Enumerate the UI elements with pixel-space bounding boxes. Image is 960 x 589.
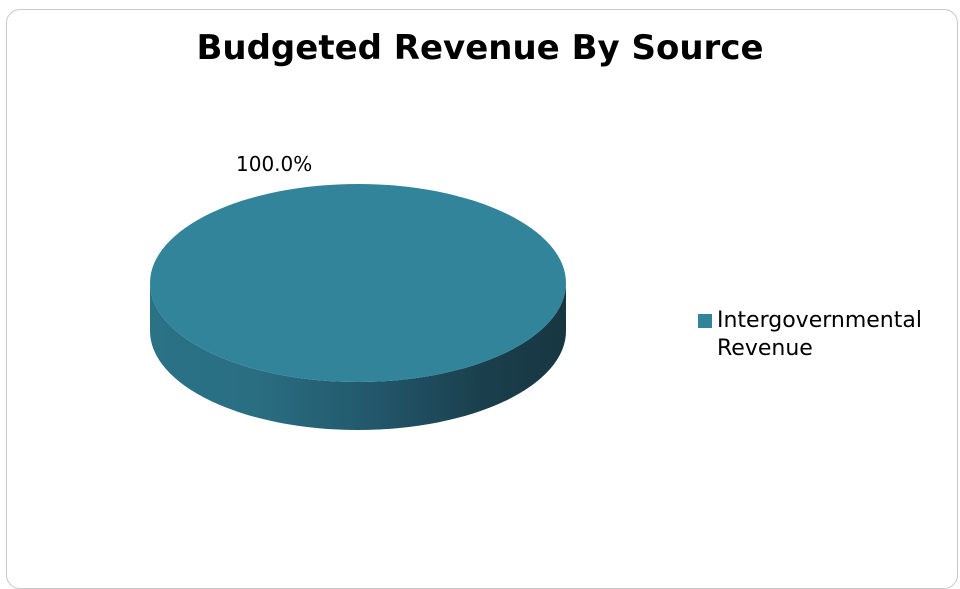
pie-slices	[150, 184, 566, 430]
legend-swatch	[698, 314, 712, 328]
legend: Intergovernmental Revenue	[698, 307, 960, 363]
data-label: 100.0%	[236, 152, 313, 176]
chart-title: Budgeted Revenue By Source	[196, 28, 764, 68]
pie-slice-0	[150, 184, 566, 382]
legend-label: Intergovernmental Revenue	[717, 308, 922, 361]
pie-slice-side-0	[150, 283, 566, 430]
